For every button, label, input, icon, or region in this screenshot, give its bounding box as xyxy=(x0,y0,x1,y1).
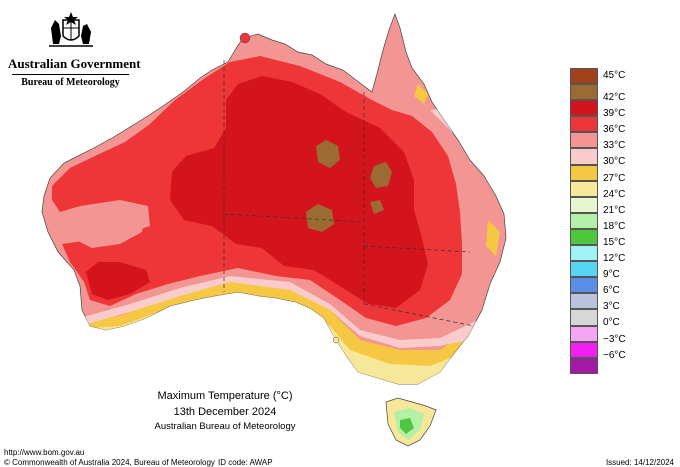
legend-label: 45°C xyxy=(603,70,626,81)
legend-swatch xyxy=(570,245,598,262)
legend-label: 42°C xyxy=(603,92,626,104)
zone-42c-east xyxy=(370,162,392,188)
zone-42c-north xyxy=(316,140,340,168)
legend-swatch xyxy=(570,164,598,181)
footer-copyright: © Commonwealth of Australia 2024, Bureau… xyxy=(4,458,215,467)
legend-swatch xyxy=(570,100,598,117)
tasmania-cold-zone xyxy=(400,418,414,434)
legend-swatch xyxy=(570,84,598,101)
zone-33c-wa xyxy=(70,204,146,248)
zone-30c-south xyxy=(80,276,506,348)
legend-swatch xyxy=(570,68,598,85)
legend-label: 36°C xyxy=(603,124,626,136)
legend-label: 21°C xyxy=(603,204,626,216)
legend-label: 9°C xyxy=(603,269,620,281)
government-logo: Australian Government Bureau of Meteorol… xyxy=(8,10,141,88)
legend-swatch xyxy=(570,180,598,197)
zone-27c-ne xyxy=(414,84,428,104)
legend-swatch xyxy=(570,132,598,149)
legend-label: 6°C xyxy=(603,285,620,297)
legend-label: 0°C xyxy=(603,317,620,329)
footer-id-code: ID code: AWAP xyxy=(218,458,273,467)
map-caption: Maximum Temperature (°C) 13th December 2… xyxy=(100,388,350,434)
legend-swatch xyxy=(570,293,598,310)
map-organisation: Australian Bureau of Meteorology xyxy=(154,421,296,432)
legend-swatch xyxy=(570,261,598,278)
legend-label: 15°C xyxy=(603,236,626,248)
footer-issued-date: Issued: 14/12/2024 xyxy=(605,458,674,467)
legend-label: 27°C xyxy=(603,172,626,184)
legend-label: 24°C xyxy=(603,188,626,200)
legend-swatch xyxy=(570,148,598,165)
zone-27c-east xyxy=(486,220,500,256)
government-name: Australian Government xyxy=(8,56,141,71)
zone-39c-southwest xyxy=(86,262,150,300)
island-kangaroo xyxy=(332,336,340,344)
divider xyxy=(12,74,129,75)
map-title: Maximum Temperature (°C) xyxy=(157,390,293,402)
legend-label: 39°C xyxy=(603,108,626,120)
island-melville xyxy=(239,32,251,44)
legend-swatch xyxy=(570,116,598,133)
zone-39c xyxy=(170,76,428,308)
legend-swatch xyxy=(570,277,598,294)
legend-label: 12°C xyxy=(603,253,626,265)
coat-of-arms-icon xyxy=(48,12,93,47)
map-date: 13th December 2024 xyxy=(173,406,277,418)
footer-url[interactable]: http://www.bom.gov.au xyxy=(4,448,85,457)
legend-label: 30°C xyxy=(603,156,626,168)
zone-42c-small xyxy=(370,200,384,214)
legend-swatch xyxy=(570,325,598,342)
legend-swatch xyxy=(570,341,598,358)
legend-swatch xyxy=(570,357,598,374)
legend-label: −3°C xyxy=(603,333,626,345)
legend-swatch xyxy=(570,196,598,213)
legend-label: −6°C xyxy=(603,349,626,361)
zone-42c-central xyxy=(306,204,334,232)
zone-39c-southeast xyxy=(382,250,416,298)
legend-swatch xyxy=(570,212,598,229)
legend-label: 3°C xyxy=(603,301,620,313)
legend-label: 33°C xyxy=(603,140,626,152)
bureau-name: Bureau of Meteorology xyxy=(21,77,120,88)
state-borders xyxy=(223,60,475,327)
legend-label: 18°C xyxy=(603,220,626,232)
legend-swatch xyxy=(570,228,598,246)
legend-swatch xyxy=(570,309,598,326)
